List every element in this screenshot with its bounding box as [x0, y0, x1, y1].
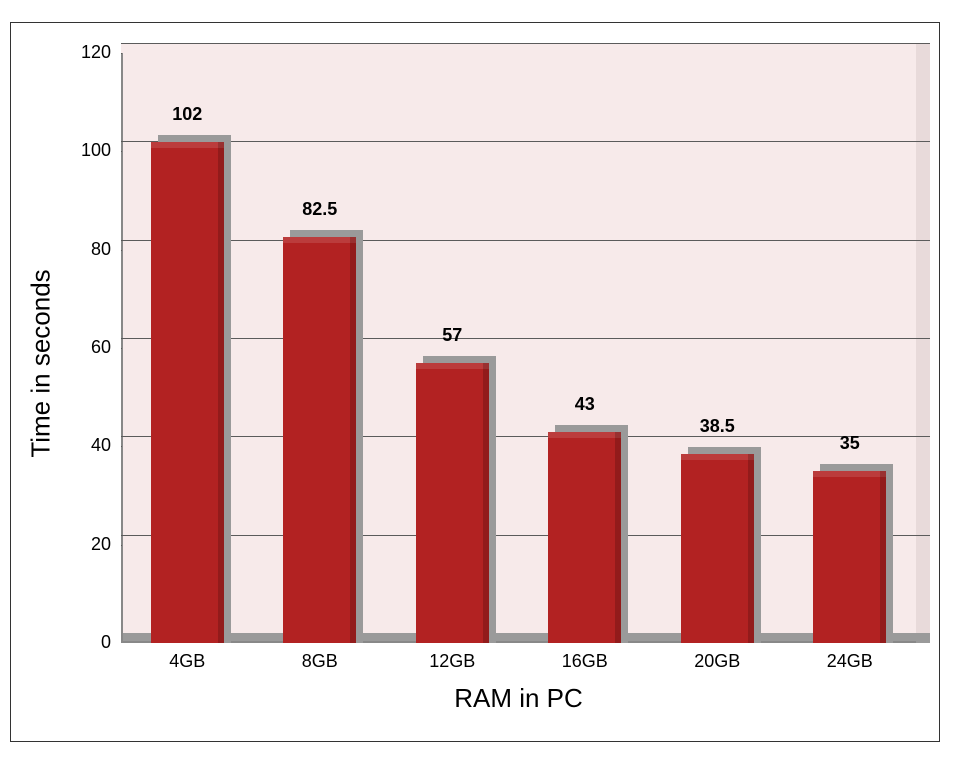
x-axis-label: RAM in PC: [121, 683, 916, 714]
x-tick-label: 8GB: [254, 651, 387, 672]
bar-value-label: 102: [121, 104, 254, 125]
bar: [681, 454, 754, 643]
bar: [283, 237, 356, 643]
y-tick-label: 20: [66, 534, 111, 555]
y-tick-label: 120: [66, 42, 111, 63]
grid-line: [121, 535, 930, 536]
y-tick-label: 0: [66, 632, 111, 653]
x-tick-label: 16GB: [519, 651, 652, 672]
grid-line: [121, 151, 122, 152]
bar-value-label: 38.5: [651, 416, 784, 437]
bar-value-label: 43: [519, 394, 652, 415]
grid-line: [121, 250, 122, 251]
grid-line: [121, 141, 930, 142]
bar-value-label: 82.5: [254, 199, 387, 220]
grid-line: [121, 446, 122, 447]
grid-line: [121, 240, 930, 241]
grid-line: [121, 53, 122, 54]
x-tick-label: 20GB: [651, 651, 784, 672]
grid-line: [121, 43, 930, 44]
x-tick-label: 12GB: [386, 651, 519, 672]
y-tick-label: 60: [66, 337, 111, 358]
grid-line: [121, 348, 122, 349]
bar: [416, 363, 489, 643]
y-axis-label: Time in seconds: [26, 264, 57, 464]
bar: [813, 471, 886, 643]
y-tick-label: 100: [66, 140, 111, 161]
grid-line: [121, 338, 930, 339]
x-tick-label: 4GB: [121, 651, 254, 672]
bar-value-label: 35: [784, 433, 917, 454]
y-tick-label: 40: [66, 435, 111, 456]
x-tick-label: 24GB: [784, 651, 917, 672]
grid-line: [121, 545, 122, 546]
y-tick-label: 80: [66, 239, 111, 260]
chart-container: Time in seconds RAM in PC 0 20 40 60 80 100 12…: [10, 22, 940, 742]
bar-value-label: 57: [386, 325, 519, 346]
bar: [151, 142, 224, 644]
bar: [548, 432, 621, 643]
